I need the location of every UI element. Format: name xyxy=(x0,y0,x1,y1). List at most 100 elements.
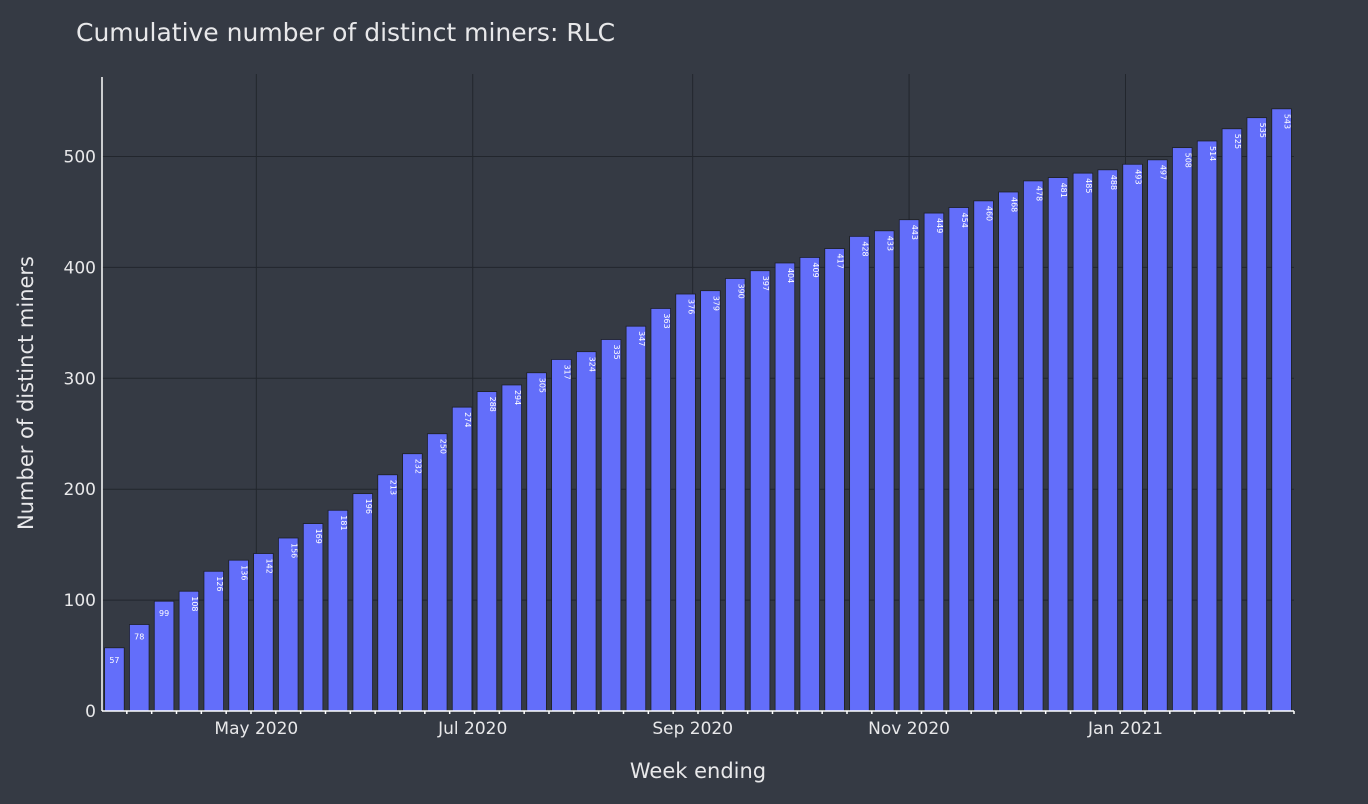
bar xyxy=(625,325,647,712)
bar-label: 454 xyxy=(960,213,969,228)
bar xyxy=(774,262,796,712)
bar-label: 181 xyxy=(339,515,348,530)
x-tick-label: Jul 2020 xyxy=(437,719,507,739)
chart-title: Cumulative number of distinct miners: RL… xyxy=(76,18,615,47)
bar-label: 99 xyxy=(159,609,169,618)
bar-label: 460 xyxy=(985,206,994,221)
bar xyxy=(501,384,522,712)
bar xyxy=(998,191,1019,712)
bar-label: 196 xyxy=(364,499,373,514)
bar xyxy=(1246,117,1267,712)
bar xyxy=(451,406,473,712)
bar-label: 397 xyxy=(761,276,770,291)
bar xyxy=(377,474,398,712)
bar xyxy=(948,207,969,712)
bar xyxy=(675,293,696,712)
bar-label: 108 xyxy=(190,596,199,611)
bar-label: 525 xyxy=(1233,134,1242,149)
bar xyxy=(427,433,448,712)
bar-labels: 57 78 99 108 126 136 142 156 169 181 196 213 232 250 2… xyxy=(109,114,1291,665)
bar-label: 428 xyxy=(860,241,869,256)
bar xyxy=(1172,147,1193,712)
bar-label: 478 xyxy=(1034,186,1043,201)
bar xyxy=(1097,169,1118,712)
bar-label: 404 xyxy=(786,268,795,283)
y-tick-label: 200 xyxy=(64,480,96,500)
bar xyxy=(874,230,895,712)
bar xyxy=(898,219,920,712)
bar-label: 288 xyxy=(488,397,497,412)
bars xyxy=(104,108,1292,712)
bar-label: 57 xyxy=(109,656,119,665)
bar xyxy=(203,570,224,712)
bar xyxy=(849,235,870,712)
bar xyxy=(551,359,572,712)
bar-label: 294 xyxy=(513,390,522,405)
bar-label: 142 xyxy=(264,559,273,574)
bar xyxy=(749,270,771,712)
bar-label: 136 xyxy=(240,565,249,580)
bar xyxy=(302,523,324,712)
bar-label: 156 xyxy=(289,543,298,558)
x-tick-label: Nov 2020 xyxy=(868,719,950,739)
y-tick-label: 300 xyxy=(64,369,96,389)
bar xyxy=(352,493,373,712)
bar xyxy=(799,257,820,712)
bar-label: 409 xyxy=(811,262,820,277)
bar xyxy=(1196,140,1218,712)
bar-label: 390 xyxy=(736,283,745,298)
bar-label: 433 xyxy=(885,236,894,251)
bar-label: 305 xyxy=(538,378,547,393)
bar xyxy=(228,559,249,712)
bar-label: 468 xyxy=(1009,197,1018,212)
bar xyxy=(973,200,994,712)
bar-label: 363 xyxy=(662,313,671,328)
x-tick-label: Jan 2021 xyxy=(1087,719,1163,739)
y-axis-title: Number of distinct miners xyxy=(14,256,38,530)
bar xyxy=(1122,163,1143,712)
y-tick-label: 100 xyxy=(64,591,96,611)
bar xyxy=(1271,108,1292,712)
bar-label: 417 xyxy=(836,254,845,269)
bar xyxy=(1023,180,1044,712)
bar xyxy=(278,537,299,712)
x-axis-title: Week ending xyxy=(630,759,766,783)
bar xyxy=(1147,159,1168,712)
bar xyxy=(824,248,845,712)
bar-label: 126 xyxy=(215,576,224,591)
bar-label: 497 xyxy=(1158,165,1167,180)
bar-label: 485 xyxy=(1084,178,1093,193)
bar xyxy=(1221,128,1243,712)
bar xyxy=(923,212,945,712)
bar-label: 317 xyxy=(562,364,571,379)
bar xyxy=(1072,172,1094,712)
bar-label: 493 xyxy=(1134,169,1143,184)
bar-label: 535 xyxy=(1258,123,1267,138)
bar-label: 508 xyxy=(1183,153,1192,168)
bar-label: 379 xyxy=(711,296,720,311)
bar-label: 481 xyxy=(1059,183,1068,198)
bar-label: 232 xyxy=(413,459,422,474)
bar-label: 376 xyxy=(687,299,696,314)
bar xyxy=(402,453,423,712)
bar-label: 250 xyxy=(438,439,447,454)
bar xyxy=(253,553,274,712)
bar-label: 514 xyxy=(1208,146,1217,161)
bar-label: 449 xyxy=(935,218,944,233)
bar xyxy=(576,351,597,712)
bar xyxy=(650,308,671,712)
bar-label: 347 xyxy=(637,331,646,346)
x-tick-label: Sep 2020 xyxy=(652,719,733,739)
bar xyxy=(600,339,622,712)
axes: 0 100 200 300 400 500 May 2020 Jul 2020 Sep 2020… xyxy=(64,77,1295,739)
bar-label: 335 xyxy=(612,344,621,359)
bar xyxy=(526,372,547,712)
bar xyxy=(1047,177,1069,712)
bar-label: 543 xyxy=(1283,114,1292,129)
bar-label: 78 xyxy=(134,632,144,641)
bar-label: 169 xyxy=(314,529,323,544)
bar xyxy=(725,278,746,712)
bar xyxy=(700,290,721,712)
bar-label: 213 xyxy=(389,480,398,495)
